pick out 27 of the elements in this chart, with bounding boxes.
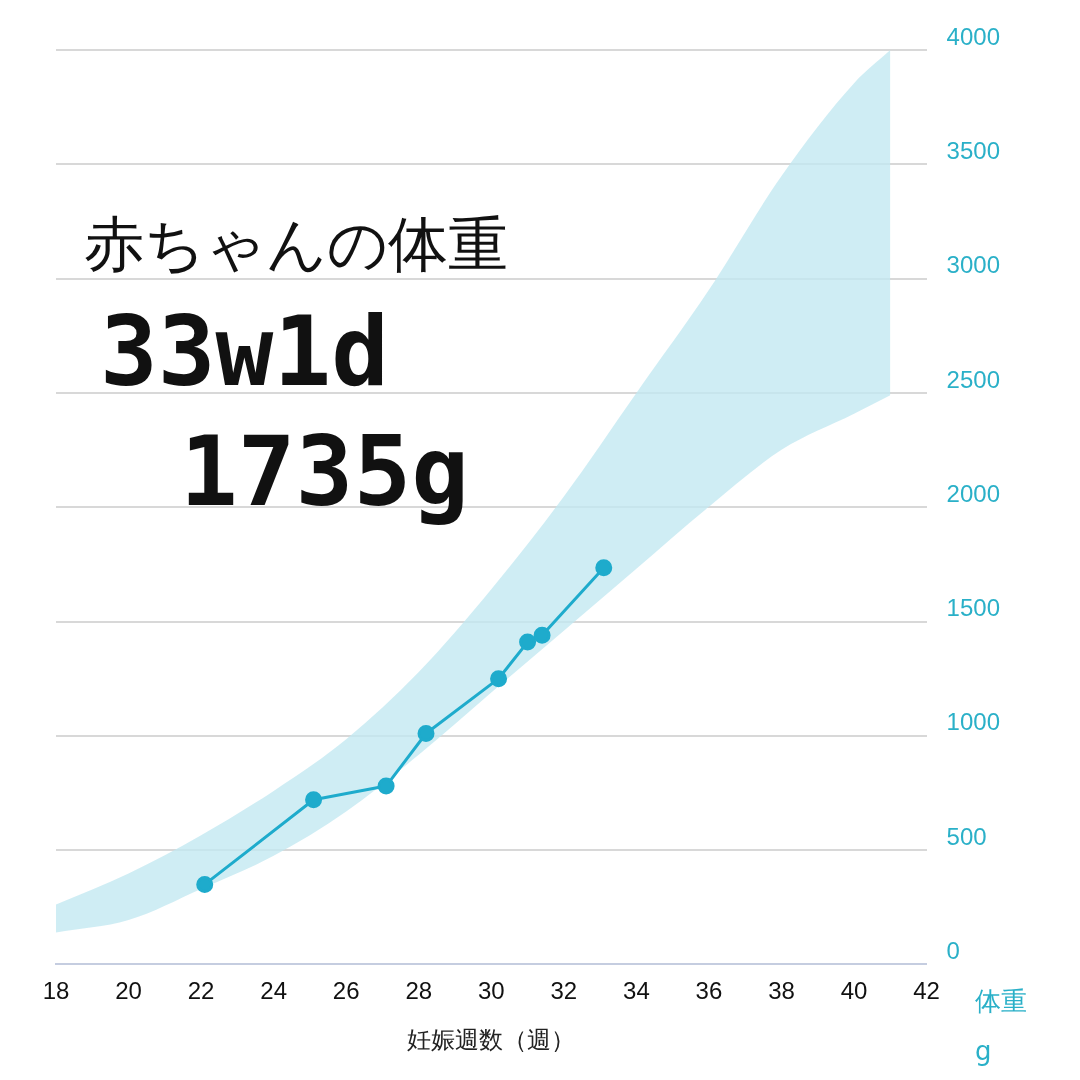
x-tick-label: 26 — [332, 977, 360, 1005]
y-tick-label: 2500 — [946, 365, 1000, 393]
x-tick-label: 40 — [840, 977, 868, 1005]
y-tick-label: 0 — [946, 937, 960, 965]
y-tick-label: 3500 — [946, 136, 1000, 164]
x-tick-label: 30 — [477, 977, 505, 1005]
x-tick-label: 18 — [42, 977, 70, 1005]
x-tick-label: 28 — [405, 977, 433, 1005]
x-tick-label: 20 — [115, 977, 142, 1005]
x-tick-label: 38 — [768, 977, 795, 1005]
y-tick-label: 500 — [946, 822, 987, 850]
x-tick-label: 32 — [550, 977, 578, 1005]
text: 赤ちゃんの体重 — [84, 209, 508, 279]
annotation: 33w1d — [100, 296, 389, 408]
x-tick-label: 42 — [913, 977, 940, 1005]
x-tick-label: 34 — [623, 977, 650, 1005]
x-tick-label: 22 — [187, 977, 215, 1005]
y-tick-label: 4000 — [946, 22, 1000, 50]
annotation: 1735g — [180, 416, 469, 528]
x-axis-title: 妊娠週数（週） — [407, 1025, 576, 1054]
x-tick-label: 36 — [695, 977, 723, 1005]
y-tick-label: 1000 — [946, 708, 1000, 736]
x-tick-label: 24 — [260, 977, 287, 1005]
y-axis-title: 体重 g — [975, 986, 1027, 1066]
y-tick-label: 3000 — [946, 251, 1000, 279]
y-tick-label: 1500 — [946, 594, 1000, 622]
y-tick-label: 2000 — [946, 479, 1000, 507]
